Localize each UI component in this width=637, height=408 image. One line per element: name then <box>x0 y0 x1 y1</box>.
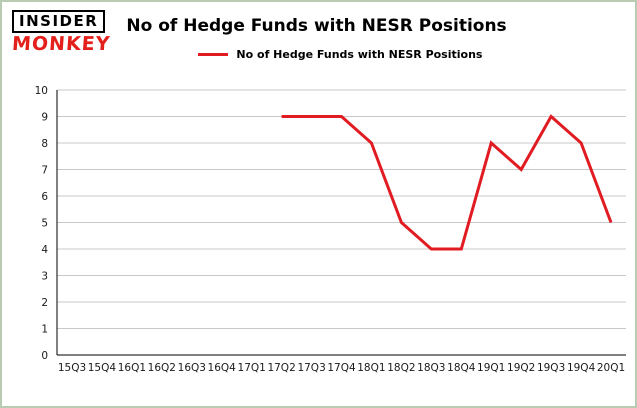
y-tick-label: 10 <box>35 85 48 97</box>
legend: No of Hedge Funds with NESR Positions <box>198 48 635 61</box>
x-tick-label: 15Q4 <box>88 362 117 374</box>
x-tick-label: 16Q2 <box>148 362 176 374</box>
x-tick-label: 19Q4 <box>567 362 596 374</box>
insider-monkey-logo: INSIDER MONKEY <box>11 10 112 55</box>
line-chart: 0 1 2 3 4 5 6 7 8 9 10 15Q3 15Q4 16Q1 16Q2 16Q3 16Q4 17Q1… <box>2 82 635 406</box>
insider-monkey-logo-insider: INSIDER <box>12 10 106 33</box>
line-chart-svg: 0 1 2 3 4 5 6 7 8 9 10 15Q3 15Q4 16Q1 16Q2 16Q3 16Q4 17Q1… <box>35 85 626 374</box>
y-tick-label: 8 <box>41 138 48 150</box>
x-tick-label: 20Q1 <box>597 362 625 374</box>
y-tick-label: 5 <box>41 218 48 230</box>
x-tick-label: 16Q3 <box>178 362 206 374</box>
y-tick-label: 6 <box>41 191 48 203</box>
y-tick-label: 4 <box>41 244 48 256</box>
x-tick-label: 18Q2 <box>387 362 415 374</box>
legend-line-swatch <box>198 53 229 57</box>
chart-title: No of Hedge Funds with NESR Positions <box>126 16 507 36</box>
x-tick-label: 18Q3 <box>417 362 445 374</box>
y-tick-label: 1 <box>41 324 48 336</box>
x-tick-label: 16Q4 <box>208 362 237 374</box>
x-tick-label: 16Q1 <box>118 362 146 374</box>
x-tick-label: 18Q4 <box>447 362 476 374</box>
x-tick-label: 17Q4 <box>327 362 356 374</box>
chart-header: INSIDER MONKEY No of Hedge Funds with NE… <box>2 2 635 82</box>
y-tick-label: 3 <box>41 271 48 283</box>
x-tick-label: 17Q1 <box>238 362 266 374</box>
x-tick-label: 19Q3 <box>537 362 565 374</box>
y-tick-label: 0 <box>41 350 48 362</box>
series-line <box>281 114 613 251</box>
title-block: No of Hedge Funds with NESR Positions No… <box>126 10 635 61</box>
x-tick-label: 18Q1 <box>357 362 385 374</box>
insider-monkey-logo-monkey: MONKEY <box>11 32 112 55</box>
x-tick-label: 19Q2 <box>507 362 535 374</box>
x-tick-label: 17Q3 <box>297 362 325 374</box>
x-tick-label: 17Q2 <box>267 362 295 374</box>
y-tick-label: 2 <box>41 297 48 309</box>
legend-label: No of Hedge Funds with NESR Positions <box>236 48 483 62</box>
y-tick-label: 7 <box>41 165 48 177</box>
x-tick-label: 19Q1 <box>477 362 505 374</box>
y-tick-label: 9 <box>41 112 48 124</box>
x-tick-label: 15Q3 <box>58 362 86 374</box>
